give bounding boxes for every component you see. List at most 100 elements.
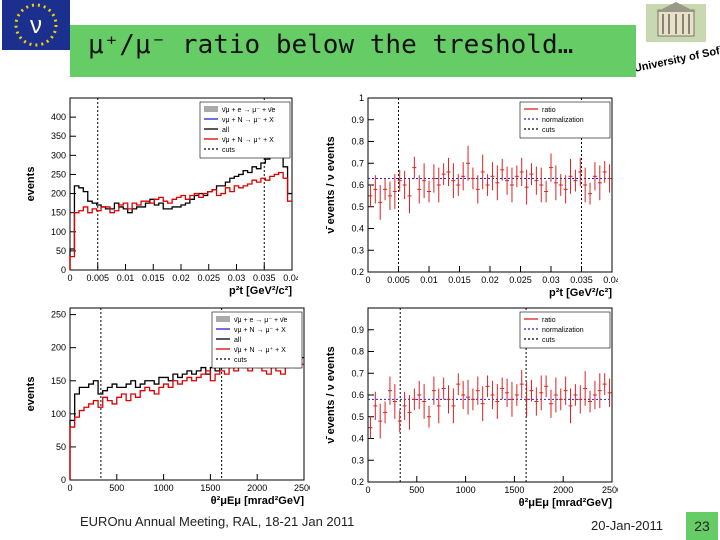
x-tick-label: 1000	[456, 485, 476, 495]
x-tick-label: 0.04	[283, 273, 298, 283]
x-tick-label: 0	[365, 485, 370, 495]
page-number: 23	[686, 512, 718, 540]
x-tick-label: 0.015	[448, 275, 471, 285]
legend-label: cuts	[542, 337, 555, 344]
y-tick-label: 0.9	[351, 115, 364, 125]
slide-title: μ⁺/μ⁻ ratio below the treshold…	[88, 30, 574, 60]
legend-label: ν̄μ + N → μ⁺ + X	[234, 347, 286, 354]
series-line-antinu	[69, 363, 304, 480]
x-tick-label: 2000	[553, 485, 573, 495]
x-tick-label: 0.01	[117, 273, 135, 283]
legend-label: ratio	[542, 317, 556, 324]
x-tick-label: 0.005	[86, 273, 109, 283]
x-tick-label: 1500	[200, 483, 220, 493]
x-tick-label: 0.02	[481, 275, 499, 285]
y-tick-label: 0.7	[351, 368, 364, 378]
x-tick-label: 0.035	[253, 273, 276, 283]
y-tick-label: 0.8	[351, 137, 364, 147]
y-tick-label: 150	[51, 376, 66, 386]
university-building-icon: University of Sofia	[633, 2, 720, 75]
chart-theta-events: 05010015020025005001000150020002500θ²μEμ…	[22, 300, 310, 506]
y-tick-label: 200	[51, 343, 66, 353]
y-axis-label: events	[25, 167, 37, 202]
x-axis-label: p²t [GeV²/c²]	[549, 287, 612, 299]
y-tick-label: 100	[51, 227, 66, 237]
y-tick-label: 0.5	[351, 412, 364, 422]
footer-date: 20-Jan-2011	[591, 518, 664, 533]
footer-event: EUROnu Annual Meeting, RAL, 18-21 Jan 20…	[80, 514, 355, 529]
y-tick-label: 0	[61, 265, 66, 275]
x-tick-label: 0.03	[542, 275, 560, 285]
y-axis-label: ν̄ events / ν events	[325, 136, 337, 233]
x-tick-label: 0.03	[228, 273, 246, 283]
university-logo: University of Sofia	[633, 0, 720, 75]
y-tick-label: 400	[51, 112, 66, 122]
euronu-logo: ν	[2, 0, 70, 50]
y-tick-label: 0.7	[351, 158, 364, 168]
y-tick-label: 100	[51, 409, 66, 419]
legend-label: ν̄μ + e → μ⁻ + ν̄e	[222, 107, 275, 114]
legend-label: all	[222, 127, 229, 134]
x-tick-label: 1500	[504, 485, 524, 495]
x-tick-label: 0.015	[142, 273, 165, 283]
y-tick-label: 1	[359, 93, 364, 103]
x-tick-label: 0.01	[420, 275, 438, 285]
y-tick-label: 0.3	[351, 245, 364, 255]
x-axis-label: θ²μEμ [mrad²GeV]	[211, 495, 305, 506]
y-tick-label: 50	[56, 442, 66, 452]
y-tick-label: 350	[51, 131, 66, 141]
x-tick-label: 0	[365, 275, 370, 285]
legend-label: cuts	[542, 127, 555, 134]
y-axis-label: events	[25, 377, 37, 412]
legend-label: all	[234, 337, 241, 344]
x-axis-label: p²t [GeV²/c²]	[229, 285, 292, 297]
eu-stars-icon: ν	[14, 3, 58, 47]
x-tick-label: 500	[409, 485, 424, 495]
y-tick-label: 0.6	[351, 180, 364, 190]
legend-label: cuts	[234, 357, 247, 364]
x-tick-label: 0	[67, 273, 72, 283]
y-tick-label: 0.6	[351, 390, 364, 400]
x-tick-label: 0.02	[172, 273, 190, 283]
legend-swatch	[216, 316, 230, 322]
y-tick-label: 0.8	[351, 347, 364, 357]
legend-label: ν̄μ + N → μ⁺ + X	[222, 137, 274, 144]
x-tick-label: 0.005	[387, 275, 410, 285]
x-tick-label: 0.025	[509, 275, 532, 285]
x-tick-label: 1000	[154, 483, 174, 493]
x-tick-label: 2000	[247, 483, 267, 493]
x-tick-label: 0	[67, 483, 72, 493]
x-tick-label: 500	[109, 483, 124, 493]
y-tick-label: 150	[51, 208, 66, 218]
chart-theta-ratio: 0.2 0.3 0.4 0.5 0.6 0.7 0.8 0.9 0 500 1000 1500 2000…	[322, 300, 618, 512]
legend-label: νμ + N → μ⁻ + X	[234, 327, 286, 334]
legend-box	[519, 311, 611, 349]
y-tick-label: 0.2	[351, 267, 364, 277]
y-tick-label: 0	[61, 475, 66, 485]
chart-pt2-events: 0 50 100 150 200 250 300 350 400 0 0.005 0.01 0.015 0…	[22, 92, 298, 298]
y-tick-label: 0.5	[351, 202, 364, 212]
y-tick-label: 200	[51, 189, 66, 199]
y-tick-label: 0.2	[351, 477, 364, 487]
legend-label: νμ + N → μ⁻ + X	[222, 117, 274, 124]
y-tick-label: 0.9	[351, 325, 364, 335]
y-tick-label: 250	[51, 310, 66, 320]
y-tick-label: 0.4	[351, 434, 364, 444]
legend-label: cuts	[222, 147, 235, 154]
legend-label: normalization	[542, 117, 584, 124]
university-name: University of Sofia	[636, 43, 720, 72]
logo-nu-symbol: ν	[30, 12, 42, 39]
legend-swatch	[204, 106, 218, 112]
y-tick-label: 300	[51, 150, 66, 160]
x-axis-label: θ²μEμ [mrad²GeV]	[519, 497, 613, 509]
y-tick-label: 0.3	[351, 455, 364, 465]
y-tick-label: 250	[51, 169, 66, 179]
series-line-antinu	[69, 171, 292, 270]
chart-pt2-ratio: 0.2 0.3 0.4 0.5 0.6 0.7 0.8 0.9 1 0 0.005 0.01 0.015…	[322, 92, 618, 302]
legend-label: ν̄μ + e → μ⁻ + ν̄e	[234, 317, 287, 324]
legend-label: ratio	[542, 107, 556, 114]
x-tick-label: 0.025	[197, 273, 220, 283]
x-tick-label: 0.035	[570, 275, 593, 285]
